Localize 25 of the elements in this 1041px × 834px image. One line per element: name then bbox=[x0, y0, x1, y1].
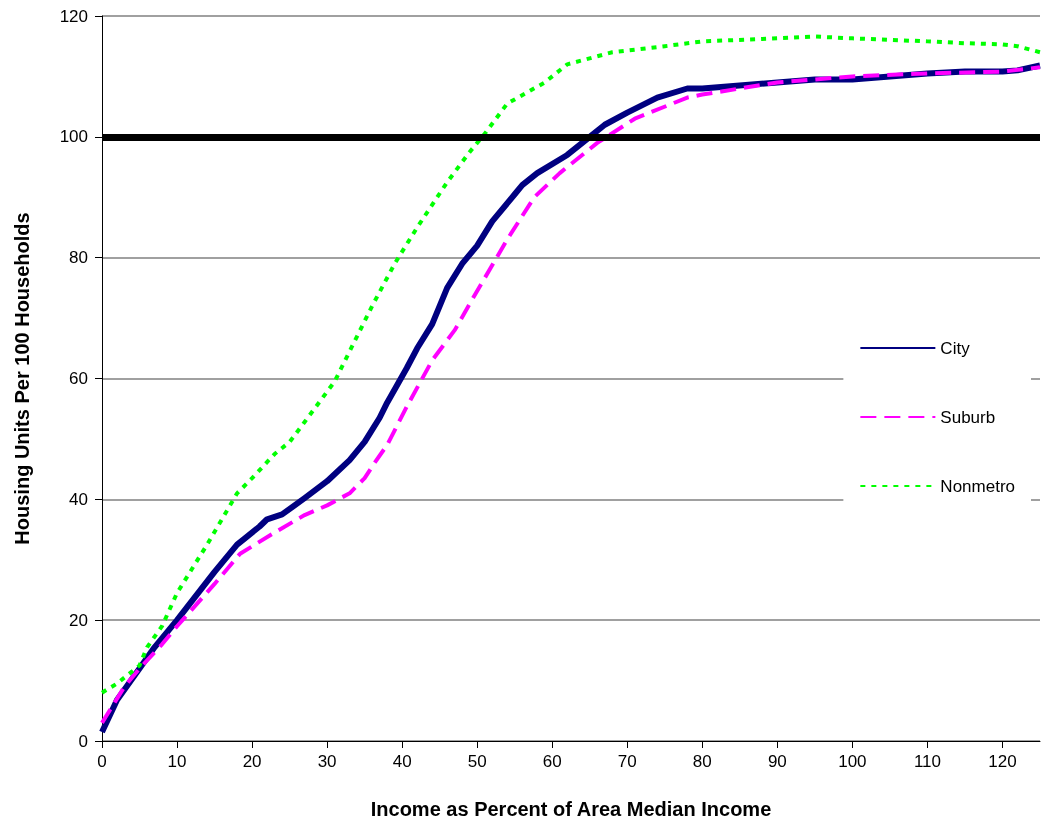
x-tick-label: 100 bbox=[838, 752, 867, 771]
legend-label: Nonmetro bbox=[940, 476, 1015, 496]
x-tick-label: 90 bbox=[767, 752, 787, 771]
x-tick-label: 20 bbox=[242, 752, 262, 771]
x-tick-label: 120 bbox=[988, 752, 1017, 771]
y-tick-label: 100 bbox=[59, 127, 88, 147]
x-tick-label: 60 bbox=[542, 752, 562, 771]
x-tick-label: 80 bbox=[692, 752, 712, 771]
x-tick-label: 30 bbox=[317, 752, 337, 771]
legend-label: City bbox=[940, 338, 971, 358]
y-tick-label: 40 bbox=[69, 489, 88, 509]
y-axis-title: Housing Units Per 100 Households bbox=[11, 212, 33, 545]
y-tick-label: 80 bbox=[69, 248, 88, 268]
y-tick-label: 120 bbox=[59, 6, 88, 26]
x-tick-label: 50 bbox=[467, 752, 487, 771]
y-tick-label: 0 bbox=[78, 731, 88, 751]
x-axis-title: Income as Percent of Area Median Income bbox=[370, 798, 772, 820]
x-tick-label: 70 bbox=[617, 752, 637, 771]
x-tick-label: 110 bbox=[913, 752, 941, 771]
y-tick-label: 20 bbox=[69, 610, 88, 630]
x-tick-label: 0 bbox=[97, 752, 107, 771]
x-tick-label: 10 bbox=[167, 752, 187, 771]
x-tick-label: 40 bbox=[392, 752, 412, 771]
legend-label: Suburb bbox=[940, 407, 996, 427]
y-tick-label: 60 bbox=[69, 369, 88, 388]
